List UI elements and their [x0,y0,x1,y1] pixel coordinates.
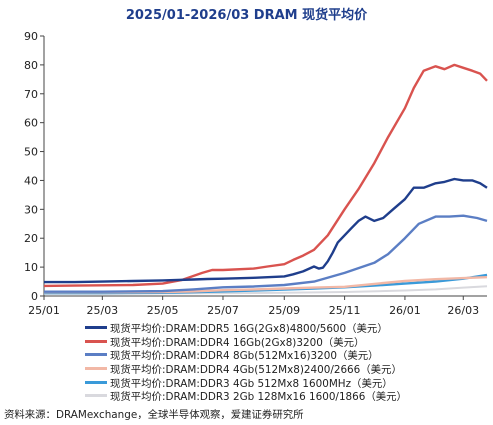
legend-swatch [85,326,107,330]
x-tick-label: 25/07 [207,304,239,317]
x-tick-label: 25/09 [268,304,300,317]
y-tick-label: 30 [24,203,38,216]
legend-label: 现货平均价:DRAM:DDR4 4Gb(512Mx8)2400/2666（美元） [110,364,402,377]
legend-label: 现货平均价:DRAM:DDR3 2Gb 128Mx16 1600/1866（美元… [110,391,407,404]
x-tick-label: 26/03 [447,304,479,317]
chart-title: 2025/01-2026/03 DRAM 现货平均价 [125,8,368,23]
series-line-2 [43,63,488,288]
y-tick-label: 40 [24,174,38,187]
y-tick-label: 20 [24,232,38,245]
y-tick-label: 0 [31,290,38,303]
legend: 现货平均价:DRAM:DDR5 16G(2Gx8)4800/5600（美元） 现货… [85,321,407,403]
legend-label: 现货平均价:DRAM:DDR5 16G(2Gx8)4800/5600（美元） [110,323,388,336]
legend-swatch [85,367,107,371]
series-lines [43,63,488,295]
legend-item: 现货平均价:DRAM:DDR5 16G(2Gx8)4800/5600（美元） [85,321,407,335]
x-tick-label: 25/01 [28,304,60,317]
legend-swatch [85,353,107,357]
legend-item: 现货平均价:DRAM:DDR4 16Gb(2Gx8)3200（美元） [85,335,407,349]
y-tick-label: 50 [24,146,38,159]
legend-item: 现货平均价:DRAM:DDR4 8Gb(512Mx16)3200（美元） [85,348,407,362]
y-tick-label: 60 [24,117,38,130]
legend-swatch [85,339,107,343]
x-tick-label: 26/01 [389,304,421,317]
legend-swatch [85,380,107,384]
legend-label: 现货平均价:DRAM:DDR4 8Gb(512Mx16)3200（美元） [110,350,379,363]
y-tick-label: 90 [24,30,38,43]
y-tick-label: 70 [24,88,38,101]
x-tick-label: 25/03 [86,304,118,317]
y-tick-label: 80 [24,59,38,72]
x-axis-ticks: 25/01 25/03 25/05 25/07 25/09 25/11 26/01 26/03 [28,296,479,317]
legend-item: 现货平均价:DRAM:DDR3 2Gb 128Mx16 1600/1866（美元… [85,389,407,403]
series-line-3 [44,214,488,293]
legend-label: 现货平均价:DRAM:DDR3 4Gb 512Mx8 1600MHz（美元） [110,377,393,390]
x-tick-label: 25/05 [147,304,179,317]
legend-label: 现货平均价:DRAM:DDR4 16Gb(2Gx8)3200（美元） [110,336,365,349]
x-tick-label: 25/11 [329,304,361,317]
legend-swatch [85,394,107,398]
line-chart: 0 10 20 30 40 50 60 70 80 90 25/01 25/03 25/05 25/07… [24,30,488,317]
legend-item: 现货平均价:DRAM:DDR3 4Gb 512Mx8 1600MHz（美元） [85,375,407,390]
source-note: 资料来源：DRAMexchange，全球半导体观察，爱建证券研究所 [4,409,304,421]
legend-item: 现货平均价:DRAM:DDR4 4Gb(512Mx8)2400/2666（美元） [85,362,407,376]
y-axis-ticks: 0 10 20 30 40 50 60 70 80 90 [24,30,44,303]
y-tick-label: 10 [24,261,38,274]
series-line-1 [44,177,488,284]
